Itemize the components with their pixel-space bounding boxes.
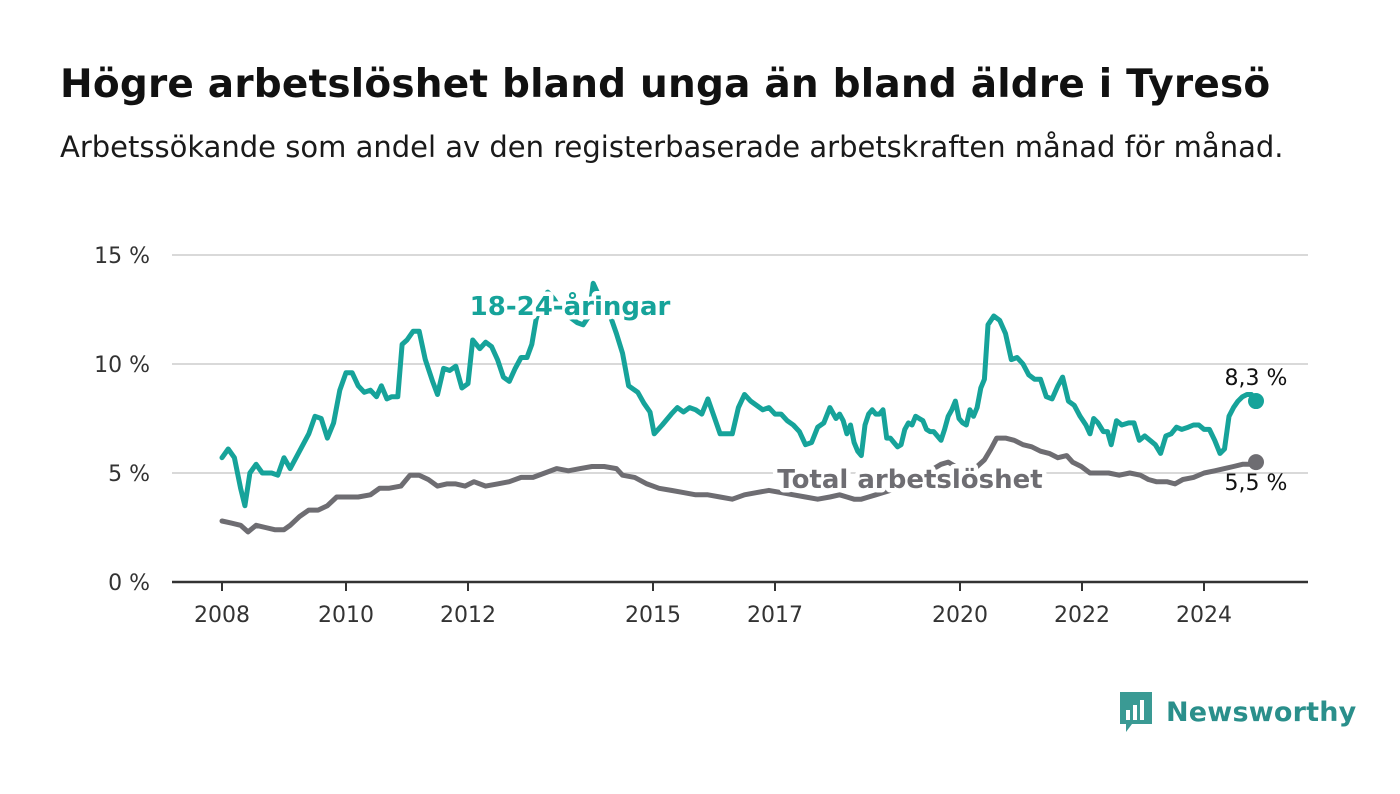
x-tick-label: 2020 xyxy=(932,603,988,628)
y-tick-label: 5 % xyxy=(108,462,150,487)
brand-name: Newsworthy xyxy=(1166,696,1357,728)
brand-logo: Newsworthy xyxy=(1118,690,1356,734)
x-tick-label: 2024 xyxy=(1176,603,1232,628)
series-lines xyxy=(219,280,1264,535)
y-axis: 0 % 5 % 10 % 15 % xyxy=(94,244,150,596)
y-tick-label: 15 % xyxy=(94,244,150,269)
y-tick-label: 10 % xyxy=(94,353,150,378)
x-tick-label: 2008 xyxy=(194,603,250,628)
x-tick-label: 2010 xyxy=(318,603,374,628)
youth-series-label-halo: 18-24-åringar xyxy=(470,290,671,322)
x-tick-label: 2022 xyxy=(1054,603,1110,628)
newsworthy-logo-icon xyxy=(1120,692,1152,732)
youth-line xyxy=(219,280,1259,509)
chart-subtitle: Arbetssökande som andel av den registerb… xyxy=(60,130,1284,164)
x-tick-label: 2015 xyxy=(625,603,681,628)
youth-end-label: 8,3 % xyxy=(1225,366,1288,391)
x-axis: 2008 2010 2012 2015 2017 2020 2022 2024 xyxy=(172,580,1308,628)
total-series-label-halo: Total arbetslöshet xyxy=(777,465,1042,495)
total-series-label: Total arbetslöshet xyxy=(777,465,1042,495)
total-line xyxy=(219,435,1259,535)
x-tick-label: 2017 xyxy=(747,603,803,628)
total-end-point xyxy=(1248,454,1264,471)
total-end-label: 5,5 % xyxy=(1225,471,1288,496)
youth-series-label: 18-24-åringar xyxy=(470,290,671,322)
x-tick-label: 2012 xyxy=(440,603,496,628)
chart-title: Högre arbetslöshet bland unga än bland ä… xyxy=(60,62,1271,107)
series-labels: 8,3 %5,5 %18-24-åringar18-24-åringarTota… xyxy=(465,286,1288,500)
y-tick-label: 0 % xyxy=(108,571,150,596)
youth-end-point xyxy=(1248,393,1264,410)
